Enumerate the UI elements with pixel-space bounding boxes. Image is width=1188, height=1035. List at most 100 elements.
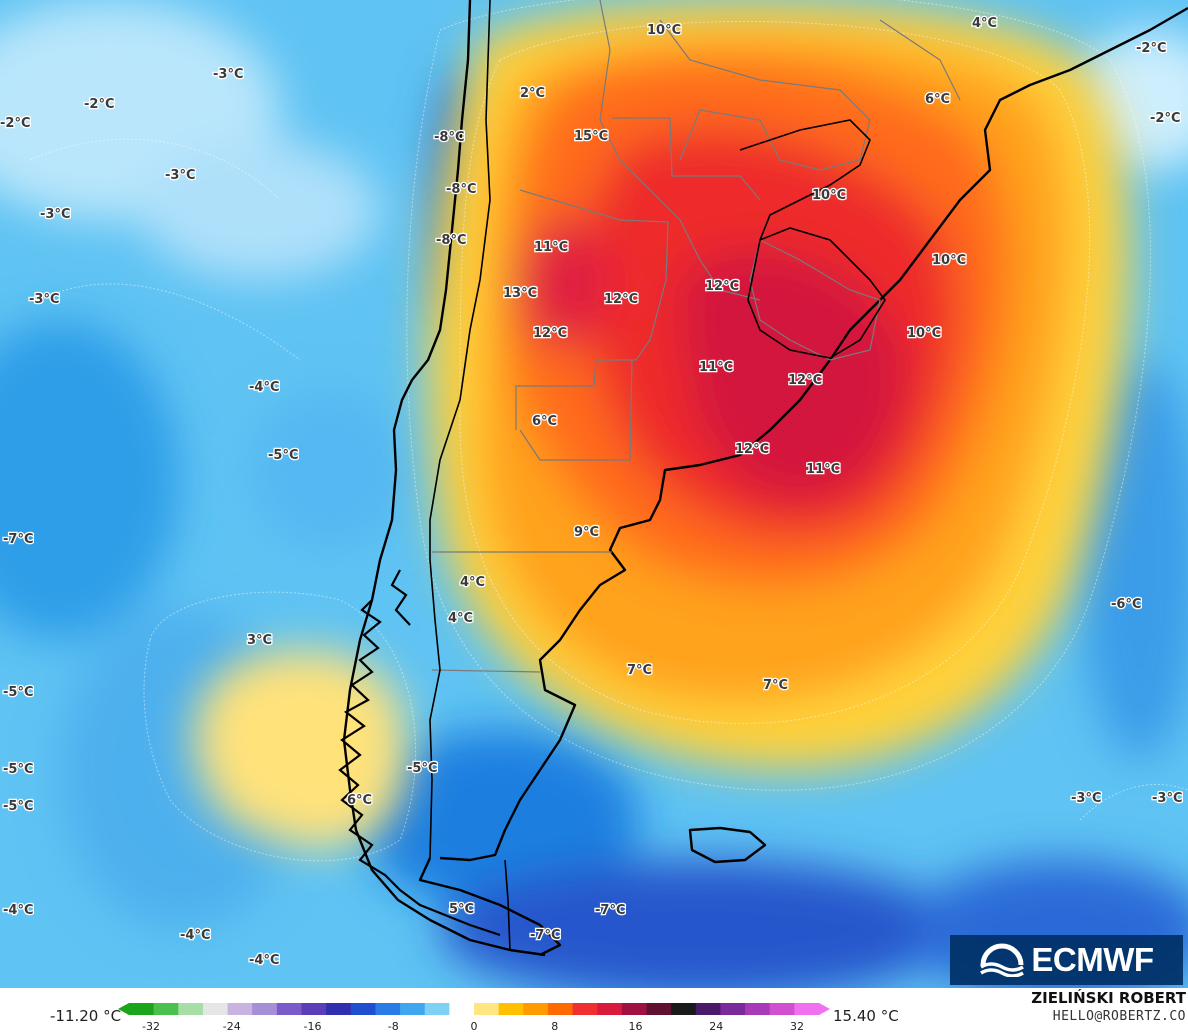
temperature-map: 10°C 4°C -2°C -3°C -2°C 2°C 6°C -2°C -2°… xyxy=(0,0,1188,988)
colorbar-segment xyxy=(794,1003,820,1015)
temp-label: -3°C xyxy=(1071,791,1101,806)
colorbar-left-arrow xyxy=(118,1003,129,1015)
temp-label: 12°C xyxy=(788,373,822,388)
colorbar-segment xyxy=(572,1003,598,1015)
temp-label: 4°C xyxy=(972,16,997,31)
temp-label: -2°C xyxy=(0,116,30,131)
temp-label: -5°C xyxy=(3,685,33,700)
temp-label: -7°C xyxy=(595,903,625,918)
colorbar-segment xyxy=(498,1003,524,1015)
temp-label: 10°C xyxy=(812,188,846,203)
colorbar-min-label: -11.20 °C xyxy=(50,1007,122,1025)
temp-label: 13°C xyxy=(503,286,537,301)
temp-label: -8°C xyxy=(436,233,466,248)
map-canvas: 10°C 4°C -2°C -3°C -2°C 2°C 6°C -2°C -2°… xyxy=(0,0,1188,988)
temp-label: 2°C xyxy=(520,86,545,101)
colorbar-tick-label: 32 xyxy=(790,1020,804,1033)
colorbar-tick-label: 8 xyxy=(551,1020,559,1033)
admin-borders xyxy=(431,0,961,673)
temp-label: 4°C xyxy=(448,611,473,626)
colorbar-segment xyxy=(276,1003,303,1015)
temp-label: -3°C xyxy=(213,67,243,82)
colorbar-segment xyxy=(375,1003,401,1015)
colorbar-segment xyxy=(202,1003,229,1015)
colorbar-segment xyxy=(424,1003,450,1015)
colorbar-max-label: 15.40 °C xyxy=(833,1007,899,1025)
temp-label: 15°C xyxy=(574,129,608,144)
temp-label: 3°C xyxy=(247,633,272,648)
temp-label: -4°C xyxy=(249,380,279,395)
temp-label: 7°C xyxy=(627,663,652,678)
temp-label: 7°C xyxy=(763,678,788,693)
temp-label: -5°C xyxy=(407,761,437,776)
colorbar-segment xyxy=(350,1003,377,1015)
colorbar-tick-label: -16 xyxy=(303,1020,322,1033)
colorbar-segment xyxy=(129,1003,155,1015)
temp-label: -3°C xyxy=(29,292,59,307)
colorbar-tick-label: -32 xyxy=(142,1020,160,1033)
temp-label: 6°C xyxy=(347,793,372,808)
temp-label: -3°C xyxy=(1152,791,1182,806)
temp-label: -3°C xyxy=(165,168,195,183)
temp-label: 12°C xyxy=(533,326,567,341)
temp-label: 10°C xyxy=(907,326,941,341)
temp-label: -4°C xyxy=(249,953,279,968)
temp-label: 12°C xyxy=(735,442,769,457)
colorbar-segment xyxy=(252,1003,278,1015)
colorbar-tick-label: 16 xyxy=(628,1020,643,1033)
colorbar-segment xyxy=(671,1003,697,1015)
ecmwf-logo: ECMWF xyxy=(950,935,1183,985)
temp-label: 4°C xyxy=(460,575,485,590)
temp-label: -7°C xyxy=(3,532,33,547)
cold-field xyxy=(0,0,1188,988)
country-borders xyxy=(429,0,886,951)
colorbar-segment xyxy=(597,1003,623,1015)
colorbar-tick-label: 24 xyxy=(709,1020,724,1033)
temp-label: 11°C xyxy=(806,462,840,477)
colorbar-segment xyxy=(745,1003,771,1015)
temp-label: -5°C xyxy=(3,762,33,777)
temp-label: 9°C xyxy=(574,525,599,540)
colorbar-segment xyxy=(621,1003,648,1015)
colorbar-segment xyxy=(227,1003,253,1015)
colorbar-segment xyxy=(449,1003,475,1015)
colorbar-segment xyxy=(301,1003,327,1015)
colorbar xyxy=(118,1003,830,1015)
temp-label: 12°C xyxy=(604,292,638,307)
temp-label: -6°C xyxy=(1111,597,1141,612)
temp-label: -2°C xyxy=(1150,111,1180,126)
temp-label: -8°C xyxy=(446,182,476,197)
temp-label: -2°C xyxy=(1136,41,1166,56)
colorbar-tick-label: 0 xyxy=(470,1020,478,1033)
temp-label: 11°C xyxy=(699,360,733,375)
warm-field xyxy=(194,0,1130,848)
temp-label: -7°C xyxy=(530,928,560,943)
temp-label: 6°C xyxy=(925,92,950,107)
temp-label: 11°C xyxy=(534,240,568,255)
colorbar-segment xyxy=(523,1003,549,1015)
author-contact: HELLO@ROBERTZ.CO xyxy=(1052,1009,1186,1024)
colorbar-segment xyxy=(178,1003,204,1015)
colorbar-tick-label: -24 xyxy=(222,1020,241,1033)
temp-label: -4°C xyxy=(180,928,210,943)
colorbar-segment xyxy=(695,1003,722,1015)
colorbar-segment xyxy=(547,1003,574,1015)
temp-label: 12°C xyxy=(705,279,739,294)
colorbar-tick-label: -8 xyxy=(387,1020,399,1033)
temp-label: 10°C xyxy=(932,253,966,268)
colorbar-segment xyxy=(153,1003,179,1015)
temp-label: 5°C xyxy=(449,902,474,917)
temp-label: -5°C xyxy=(3,799,33,814)
colorbar-segment xyxy=(400,1003,426,1015)
temperature-labels: 10°C 4°C -2°C -3°C -2°C 2°C 6°C -2°C -2°… xyxy=(0,15,1184,970)
temp-label: -4°C xyxy=(3,903,33,918)
temp-label: 10°C xyxy=(647,23,681,38)
colorbar-segment xyxy=(720,1003,746,1015)
temp-label: -5°C xyxy=(268,448,298,463)
ecmwf-wave-icon xyxy=(980,943,1025,977)
colorbar-segment xyxy=(326,1003,352,1015)
temp-label: 6°C xyxy=(532,414,557,429)
colorbar-segment xyxy=(474,1003,500,1015)
author-name: ZIELIŃSKI ROBERT xyxy=(1031,989,1186,1007)
colorbar-segment xyxy=(769,1003,795,1015)
